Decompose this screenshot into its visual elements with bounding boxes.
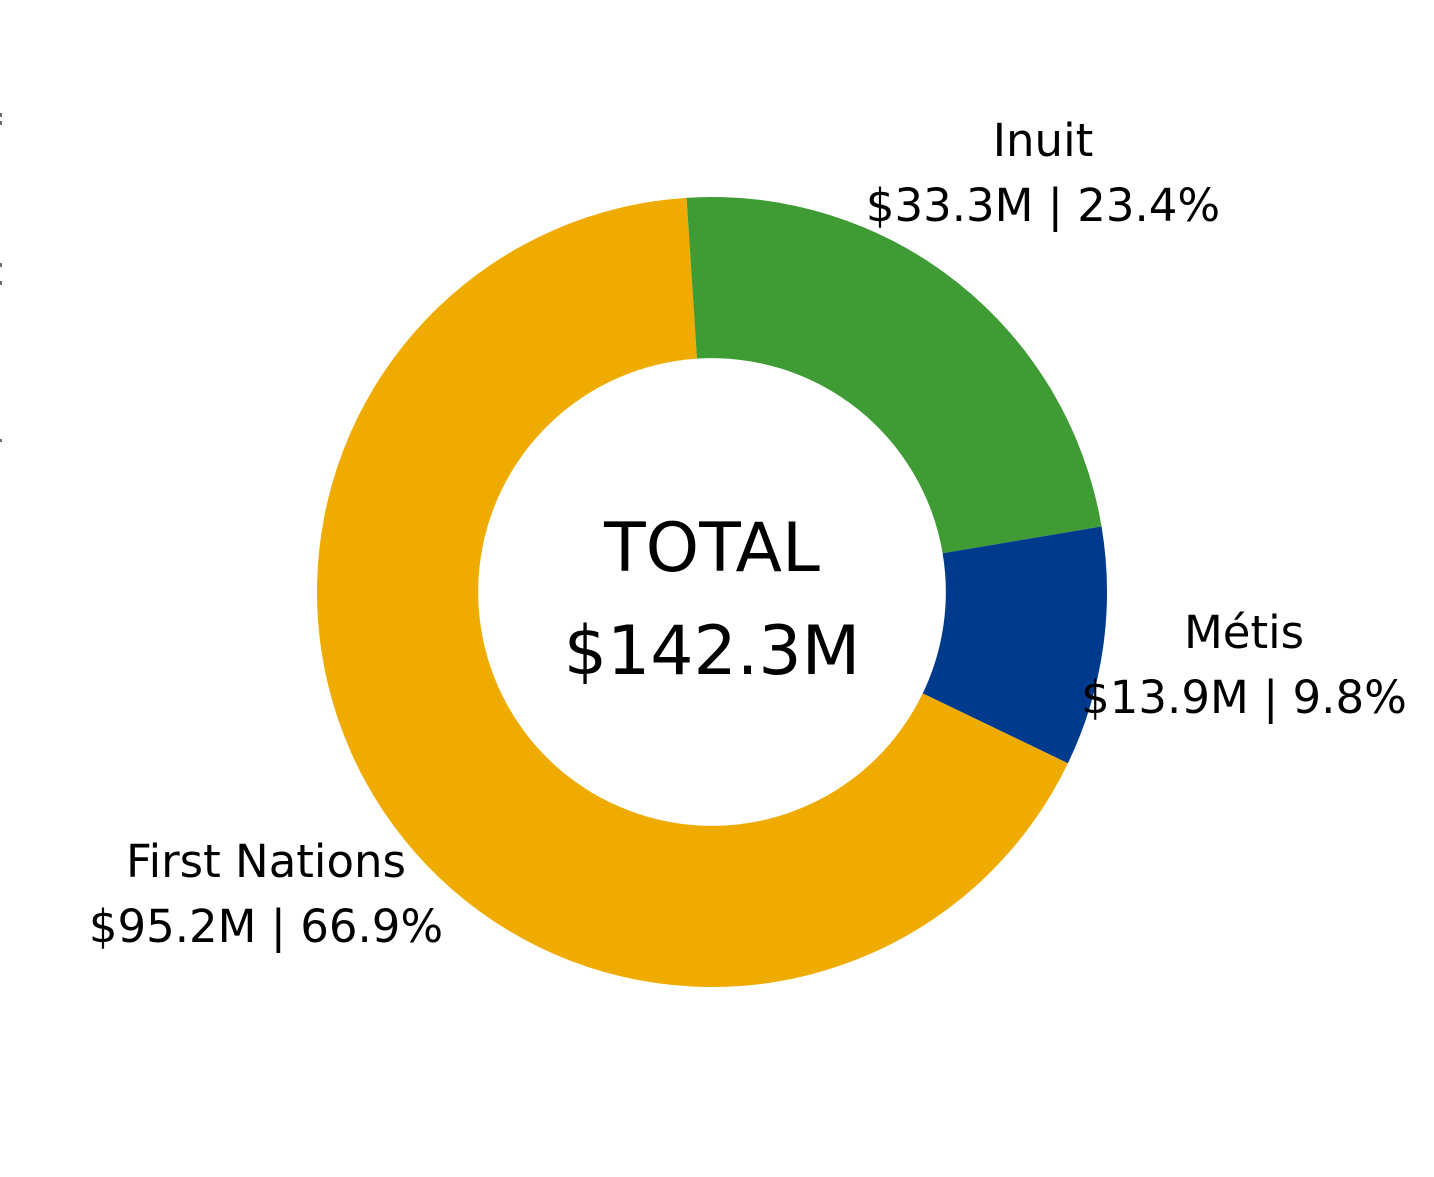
label-metis-value: $13.9M | 9.8% [1081,671,1407,724]
label-metis-name: Métis [1183,606,1305,659]
donut-center-label: TOTAL $142.3M [564,497,861,703]
clipped-text-fragment [0,113,2,117]
label-metis: Métis $13.9M | 9.8% [1081,600,1407,730]
donut-center-title: TOTAL [604,509,820,588]
label-first-nations-name: First Nations [126,835,406,888]
label-inuit-name: Inuit [992,114,1094,167]
clipped-text-fragment [0,263,2,267]
donut-segment-first-nations [316,197,1068,987]
donut-center-value: $142.3M [563,612,861,691]
label-inuit: Inuit $33.3M | 23.4% [866,108,1220,238]
clipped-text-fragment [0,121,2,125]
label-first-nations: First Nations $95.2M | 66.9% [89,829,443,959]
label-first-nations-value: $95.2M | 66.9% [88,900,444,953]
donut-segment-metis [922,526,1107,764]
label-inuit-value: $33.3M | 23.4% [865,179,1221,232]
clipped-text-fragment [0,439,2,442]
donut-segment-inuit [686,197,1102,554]
clipped-text-fragment [0,281,2,285]
